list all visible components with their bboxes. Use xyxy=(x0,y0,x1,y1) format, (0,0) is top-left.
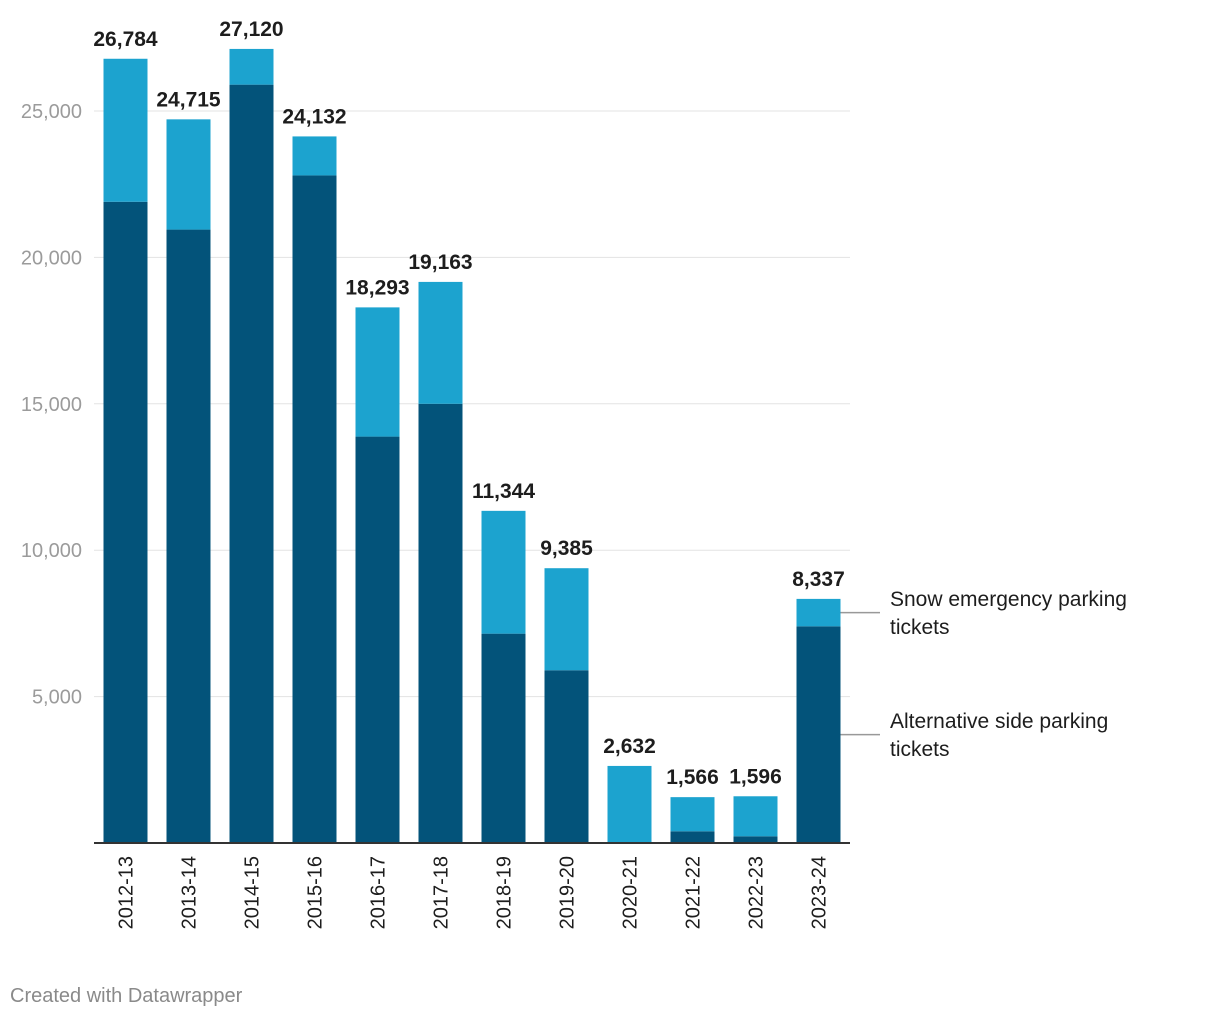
bar-snow-emergency-2020-21 xyxy=(607,765,652,843)
y-tick-label: 25,000 xyxy=(21,101,82,123)
bar-snow-emergency-2018-19 xyxy=(481,510,526,634)
bar-alternative-side-2017-18 xyxy=(418,403,463,843)
total-label-2017-18: 19,163 xyxy=(408,251,472,274)
x-tick-label-2020-21: 2020-21 xyxy=(620,856,642,929)
x-tick-label-2015-16: 2015-16 xyxy=(305,856,327,929)
x-tick-label-2023-24: 2023-24 xyxy=(809,856,831,929)
bar-alternative-side-2013-14 xyxy=(166,229,211,844)
bar-snow-emergency-2022-23 xyxy=(733,796,778,837)
bar-alternative-side-2014-15 xyxy=(229,84,274,843)
x-tick-label-2022-23: 2022-23 xyxy=(746,856,768,929)
y-tick-label: 20,000 xyxy=(21,247,82,269)
credit-text: Created with Datawrapper xyxy=(10,985,243,1007)
x-tick-label-2019-20: 2019-20 xyxy=(557,856,579,929)
bar-snow-emergency-2021-22 xyxy=(670,797,715,832)
total-label-2013-14: 24,715 xyxy=(156,88,221,111)
total-label-2022-23: 1,596 xyxy=(729,765,782,788)
x-tick-label-2012-13: 2012-13 xyxy=(116,856,138,929)
x-tick-label-2013-14: 2013-14 xyxy=(179,856,201,929)
total-label-2019-20: 9,385 xyxy=(540,537,593,560)
total-label-2018-19: 11,344 xyxy=(472,480,535,503)
legend-alternative-side: Alternative side parking tickets xyxy=(890,710,1108,761)
x-tick-label-2014-15: 2014-15 xyxy=(242,856,264,929)
bar-snow-emergency-2023-24 xyxy=(796,598,841,627)
legend-alt-line: Alternative side parking xyxy=(890,710,1108,733)
legend-alt-line: tickets xyxy=(890,738,950,761)
bar-alternative-side-2023-24 xyxy=(796,626,841,843)
x-tick-label-2018-19: 2018-19 xyxy=(494,856,516,929)
legend-snow-line: Snow emergency parking xyxy=(890,588,1127,611)
bar-snow-emergency-2015-16 xyxy=(292,136,337,176)
x-tick-label-2017-18: 2017-18 xyxy=(431,856,453,929)
total-label-2012-13: 26,784 xyxy=(93,28,158,51)
y-tick-label: 15,000 xyxy=(21,394,82,416)
bar-alternative-side-2015-16 xyxy=(292,175,337,843)
bar-alternative-side-2021-22 xyxy=(670,831,715,843)
x-tick-label-2016-17: 2016-17 xyxy=(368,856,390,929)
legend-snow-emergency: Snow emergency parking tickets xyxy=(890,588,1127,639)
bar-snow-emergency-2013-14 xyxy=(166,119,211,230)
bar-snow-emergency-2014-15 xyxy=(229,48,274,85)
bar-alternative-side-2019-20 xyxy=(544,670,589,843)
bar-snow-emergency-2016-17 xyxy=(355,307,400,437)
total-label-2021-22: 1,566 xyxy=(666,766,719,789)
total-label-2020-21: 2,632 xyxy=(603,735,656,758)
total-label-2023-24: 8,337 xyxy=(792,568,845,591)
y-tick-label: 10,000 xyxy=(21,540,82,562)
legend-snow-line: tickets xyxy=(890,616,950,639)
bar-alternative-side-2016-17 xyxy=(355,436,400,843)
bar-alternative-side-2022-23 xyxy=(733,836,778,843)
bar-alternative-side-2018-19 xyxy=(481,633,526,843)
bar-snow-emergency-2017-18 xyxy=(418,281,463,404)
total-label-2014-15: 27,120 xyxy=(219,18,283,41)
x-tick-label-2021-22: 2021-22 xyxy=(683,856,705,929)
bar-snow-emergency-2012-13 xyxy=(103,58,148,202)
total-label-2016-17: 18,293 xyxy=(345,276,409,299)
bar-alternative-side-2012-13 xyxy=(103,201,148,843)
bar-snow-emergency-2019-20 xyxy=(544,568,589,671)
y-tick-label: 5,000 xyxy=(32,687,82,709)
total-label-2015-16: 24,132 xyxy=(282,105,346,128)
